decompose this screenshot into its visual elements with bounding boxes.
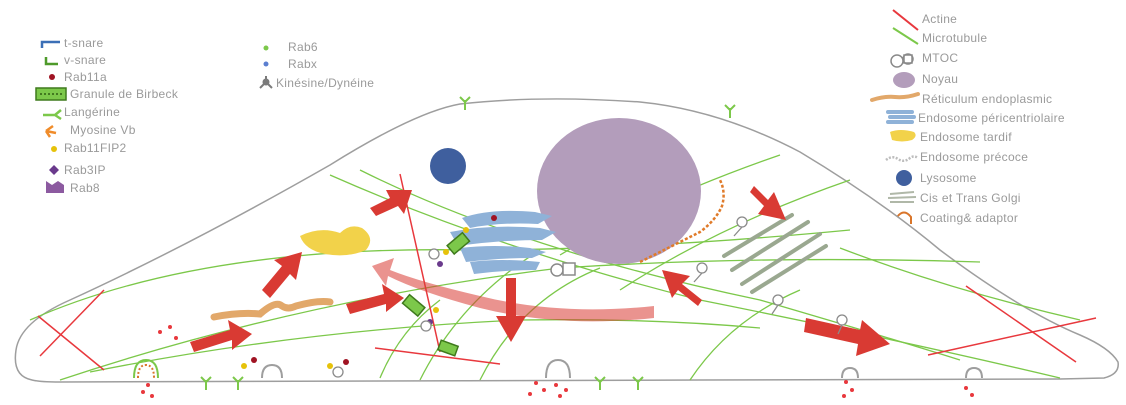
legend-label-microtubule: Microtubule — [922, 31, 987, 45]
arrow-recycling-wide — [372, 258, 654, 322]
rab6-dot-icon — [263, 45, 269, 51]
legend-label-rab8: Rab8 — [70, 181, 100, 195]
legend-label-actin: Actine — [922, 12, 957, 26]
lysosome — [430, 148, 466, 184]
legend-label-langerine: Langérine — [64, 105, 120, 119]
nucleus-icon — [893, 72, 915, 88]
cell — [14, 96, 1119, 398]
legend-label-lysosome: Lysosome — [920, 171, 977, 185]
legend-label-rab3ip: Rab3IP — [64, 163, 106, 177]
rab11a-dot-icon — [49, 74, 55, 80]
mtoc-icon — [890, 53, 914, 68]
er-icon — [870, 92, 920, 102]
legend-label-golgi: Cis et Trans Golgi — [920, 191, 1021, 205]
langerin-receptors — [200, 96, 736, 390]
pericentriolar-endosome — [450, 210, 556, 274]
legend-label-rab11fip2: Rab11FIP2 — [64, 141, 127, 155]
legend-label-t-snare: t-snare — [64, 36, 103, 50]
legend-label-pericentriolar-endosome: Endosome péricentriolaire — [918, 111, 1065, 125]
kinesin-dynein-icon — [259, 76, 273, 89]
arrow-to-membrane-right — [804, 318, 890, 356]
pericentriolar-endosome-icon — [886, 110, 916, 124]
birbeck-granule-icon — [35, 87, 67, 101]
langerine-icon — [43, 109, 62, 121]
rab-markers — [241, 215, 497, 369]
t-snare-icon — [40, 40, 60, 48]
legend-left: t-snare v-snare Rab11a Granule de Birbec… — [35, 36, 179, 195]
legend-right: Actine Microtubule MTOC Noyau Réticulum … — [870, 9, 1065, 225]
late-endosome — [300, 226, 371, 256]
legend-label-nucleus: Noyau — [922, 72, 958, 86]
vesicles — [332, 216, 848, 378]
myosin-vb-icon — [44, 124, 57, 138]
cargo-dots — [141, 325, 974, 398]
arrow-from-early-endosome — [662, 270, 702, 306]
endoplasmic-reticulum — [210, 298, 334, 321]
legend-middle: Rab6 Rabx Kinésine/Dynéine — [259, 40, 374, 90]
golgi-apparatus — [722, 213, 828, 294]
birbeck-granules — [401, 231, 471, 357]
legend-label-late-endosome: Endosome tardif — [920, 130, 1012, 144]
arrow-to-lysosome — [370, 190, 412, 216]
mtoc — [550, 262, 576, 277]
coated-pits — [133, 358, 983, 379]
late-endosome-icon — [890, 130, 916, 142]
rab11fip2-dot-icon — [51, 146, 57, 152]
trafficking-arrows — [190, 186, 890, 356]
rabx-dot-icon — [263, 61, 269, 67]
microtubule-line-icon — [892, 27, 919, 45]
arrow-up-to-late-endosome — [262, 252, 302, 298]
legend-label-coating-adaptor: Coating& adaptor — [920, 211, 1018, 225]
early-endosome-tubule — [639, 179, 725, 264]
legend-label-v-snare: v-snare — [64, 53, 106, 67]
legend-label-birbeck-granule: Granule de Birbeck — [70, 87, 179, 101]
legend-label-myosin-vb: Myosine Vb — [70, 123, 136, 137]
legend-label-rab6: Rab6 — [288, 40, 318, 54]
rab8-cup-icon — [46, 181, 64, 193]
golgi-icon — [887, 191, 917, 203]
actin-line-icon — [892, 9, 919, 31]
arrow-er-to-late-endosome — [190, 320, 252, 352]
early-endosome-icon — [885, 155, 919, 162]
lysosome-icon — [896, 170, 912, 186]
v-snare-icon — [44, 57, 58, 66]
legend-label-early-endosome: Endosome précoce — [920, 150, 1028, 164]
legend-label-er: Réticulum endoplasmic — [922, 92, 1052, 106]
legend-label-kinesin-dynein: Kinésine/Dynéine — [276, 76, 374, 90]
arrow-to-erc-left — [346, 284, 404, 314]
legend-label-rab11a: Rab11a — [64, 70, 107, 84]
rab3ip-diamond-icon — [49, 165, 59, 175]
arrow-to-golgi — [750, 186, 786, 220]
legend-label-mtoc: MTOC — [922, 51, 958, 65]
legend-label-rabx: Rabx — [288, 57, 317, 71]
nucleus — [537, 118, 701, 264]
